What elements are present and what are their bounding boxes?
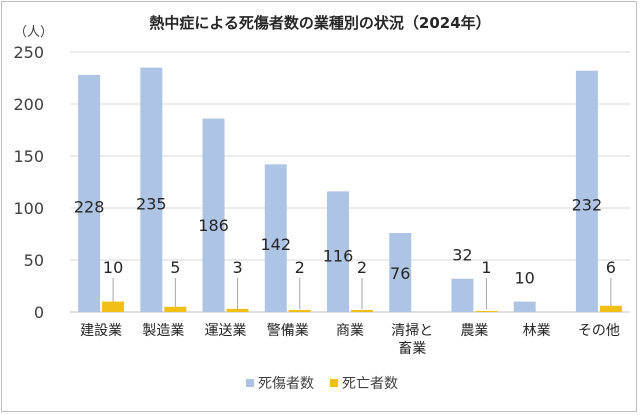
legend-label: 死傷者数 bbox=[258, 376, 314, 392]
bar-deaths bbox=[164, 306, 187, 312]
chart-title: 熱中症による死傷者数の業種別の状況（2024年） bbox=[149, 14, 490, 32]
y-unit-label: （人） bbox=[14, 25, 53, 40]
data-label-casualties: 142 bbox=[261, 235, 292, 254]
x-tick-label: 警備業 bbox=[267, 323, 309, 339]
y-tick-label: 200 bbox=[13, 95, 44, 114]
y-tick-label: 250 bbox=[13, 43, 44, 62]
bar-casualties bbox=[140, 67, 163, 312]
data-label-deaths: 6 bbox=[606, 258, 616, 277]
x-tick-label: 農業 bbox=[460, 323, 488, 339]
x-tick-label: 畜業 bbox=[398, 341, 426, 357]
data-label-deaths: 1 bbox=[481, 258, 491, 277]
y-tick-label: 100 bbox=[13, 199, 44, 218]
x-tick-label: 清掃と bbox=[391, 322, 433, 339]
gridlines bbox=[70, 51, 630, 313]
data-label-casualties: 232 bbox=[572, 196, 603, 215]
data-label-casualties: 228 bbox=[74, 197, 105, 216]
data-label-casualties: 116 bbox=[323, 246, 354, 265]
bar-deaths bbox=[102, 301, 125, 312]
data-label-deaths: 5 bbox=[170, 258, 180, 277]
legend-swatch bbox=[330, 379, 338, 387]
bar-deaths bbox=[351, 309, 373, 312]
data-label-deaths: 10 bbox=[103, 258, 123, 277]
x-tick-label: 運送業 bbox=[205, 323, 247, 339]
y-tick-label: 150 bbox=[13, 147, 44, 166]
bar-casualties bbox=[513, 301, 536, 312]
legend-swatch bbox=[246, 379, 254, 387]
data-label-deaths: 2 bbox=[295, 258, 305, 277]
x-tick-label: 製造業 bbox=[142, 323, 184, 339]
y-tick-label: 0 bbox=[34, 303, 44, 322]
bar-deaths bbox=[226, 308, 249, 312]
data-label-casualties: 32 bbox=[452, 246, 472, 265]
data-label-deaths: 2 bbox=[357, 258, 367, 277]
bar-casualties bbox=[264, 164, 287, 312]
bar-casualties bbox=[327, 191, 349, 312]
x-tick-label: 商業 bbox=[336, 323, 364, 339]
data-label-casualties: 235 bbox=[136, 194, 167, 213]
bar-casualties bbox=[78, 74, 101, 312]
bar-casualties bbox=[202, 118, 225, 312]
x-tick-label: 建設業 bbox=[80, 323, 122, 339]
bar-casualties bbox=[389, 232, 412, 312]
bar-deaths bbox=[599, 305, 622, 312]
bar-casualties bbox=[451, 278, 474, 312]
legend-label: 死亡者数 bbox=[342, 376, 398, 392]
data-label-casualties: 186 bbox=[198, 216, 229, 235]
bars bbox=[78, 67, 622, 312]
y-tick-label: 50 bbox=[24, 251, 44, 270]
bar-deaths bbox=[288, 309, 311, 312]
data-label-deaths: 3 bbox=[232, 258, 242, 277]
bar-deaths bbox=[475, 310, 498, 312]
x-tick-label: 林業 bbox=[523, 323, 551, 339]
data-label-casualties: 76 bbox=[390, 264, 410, 283]
data-label-casualties: 10 bbox=[514, 269, 534, 288]
legend: 死傷者数 死亡者数 bbox=[246, 376, 398, 392]
x-tick-label: その他 bbox=[578, 323, 620, 339]
bar-casualties bbox=[575, 70, 598, 312]
